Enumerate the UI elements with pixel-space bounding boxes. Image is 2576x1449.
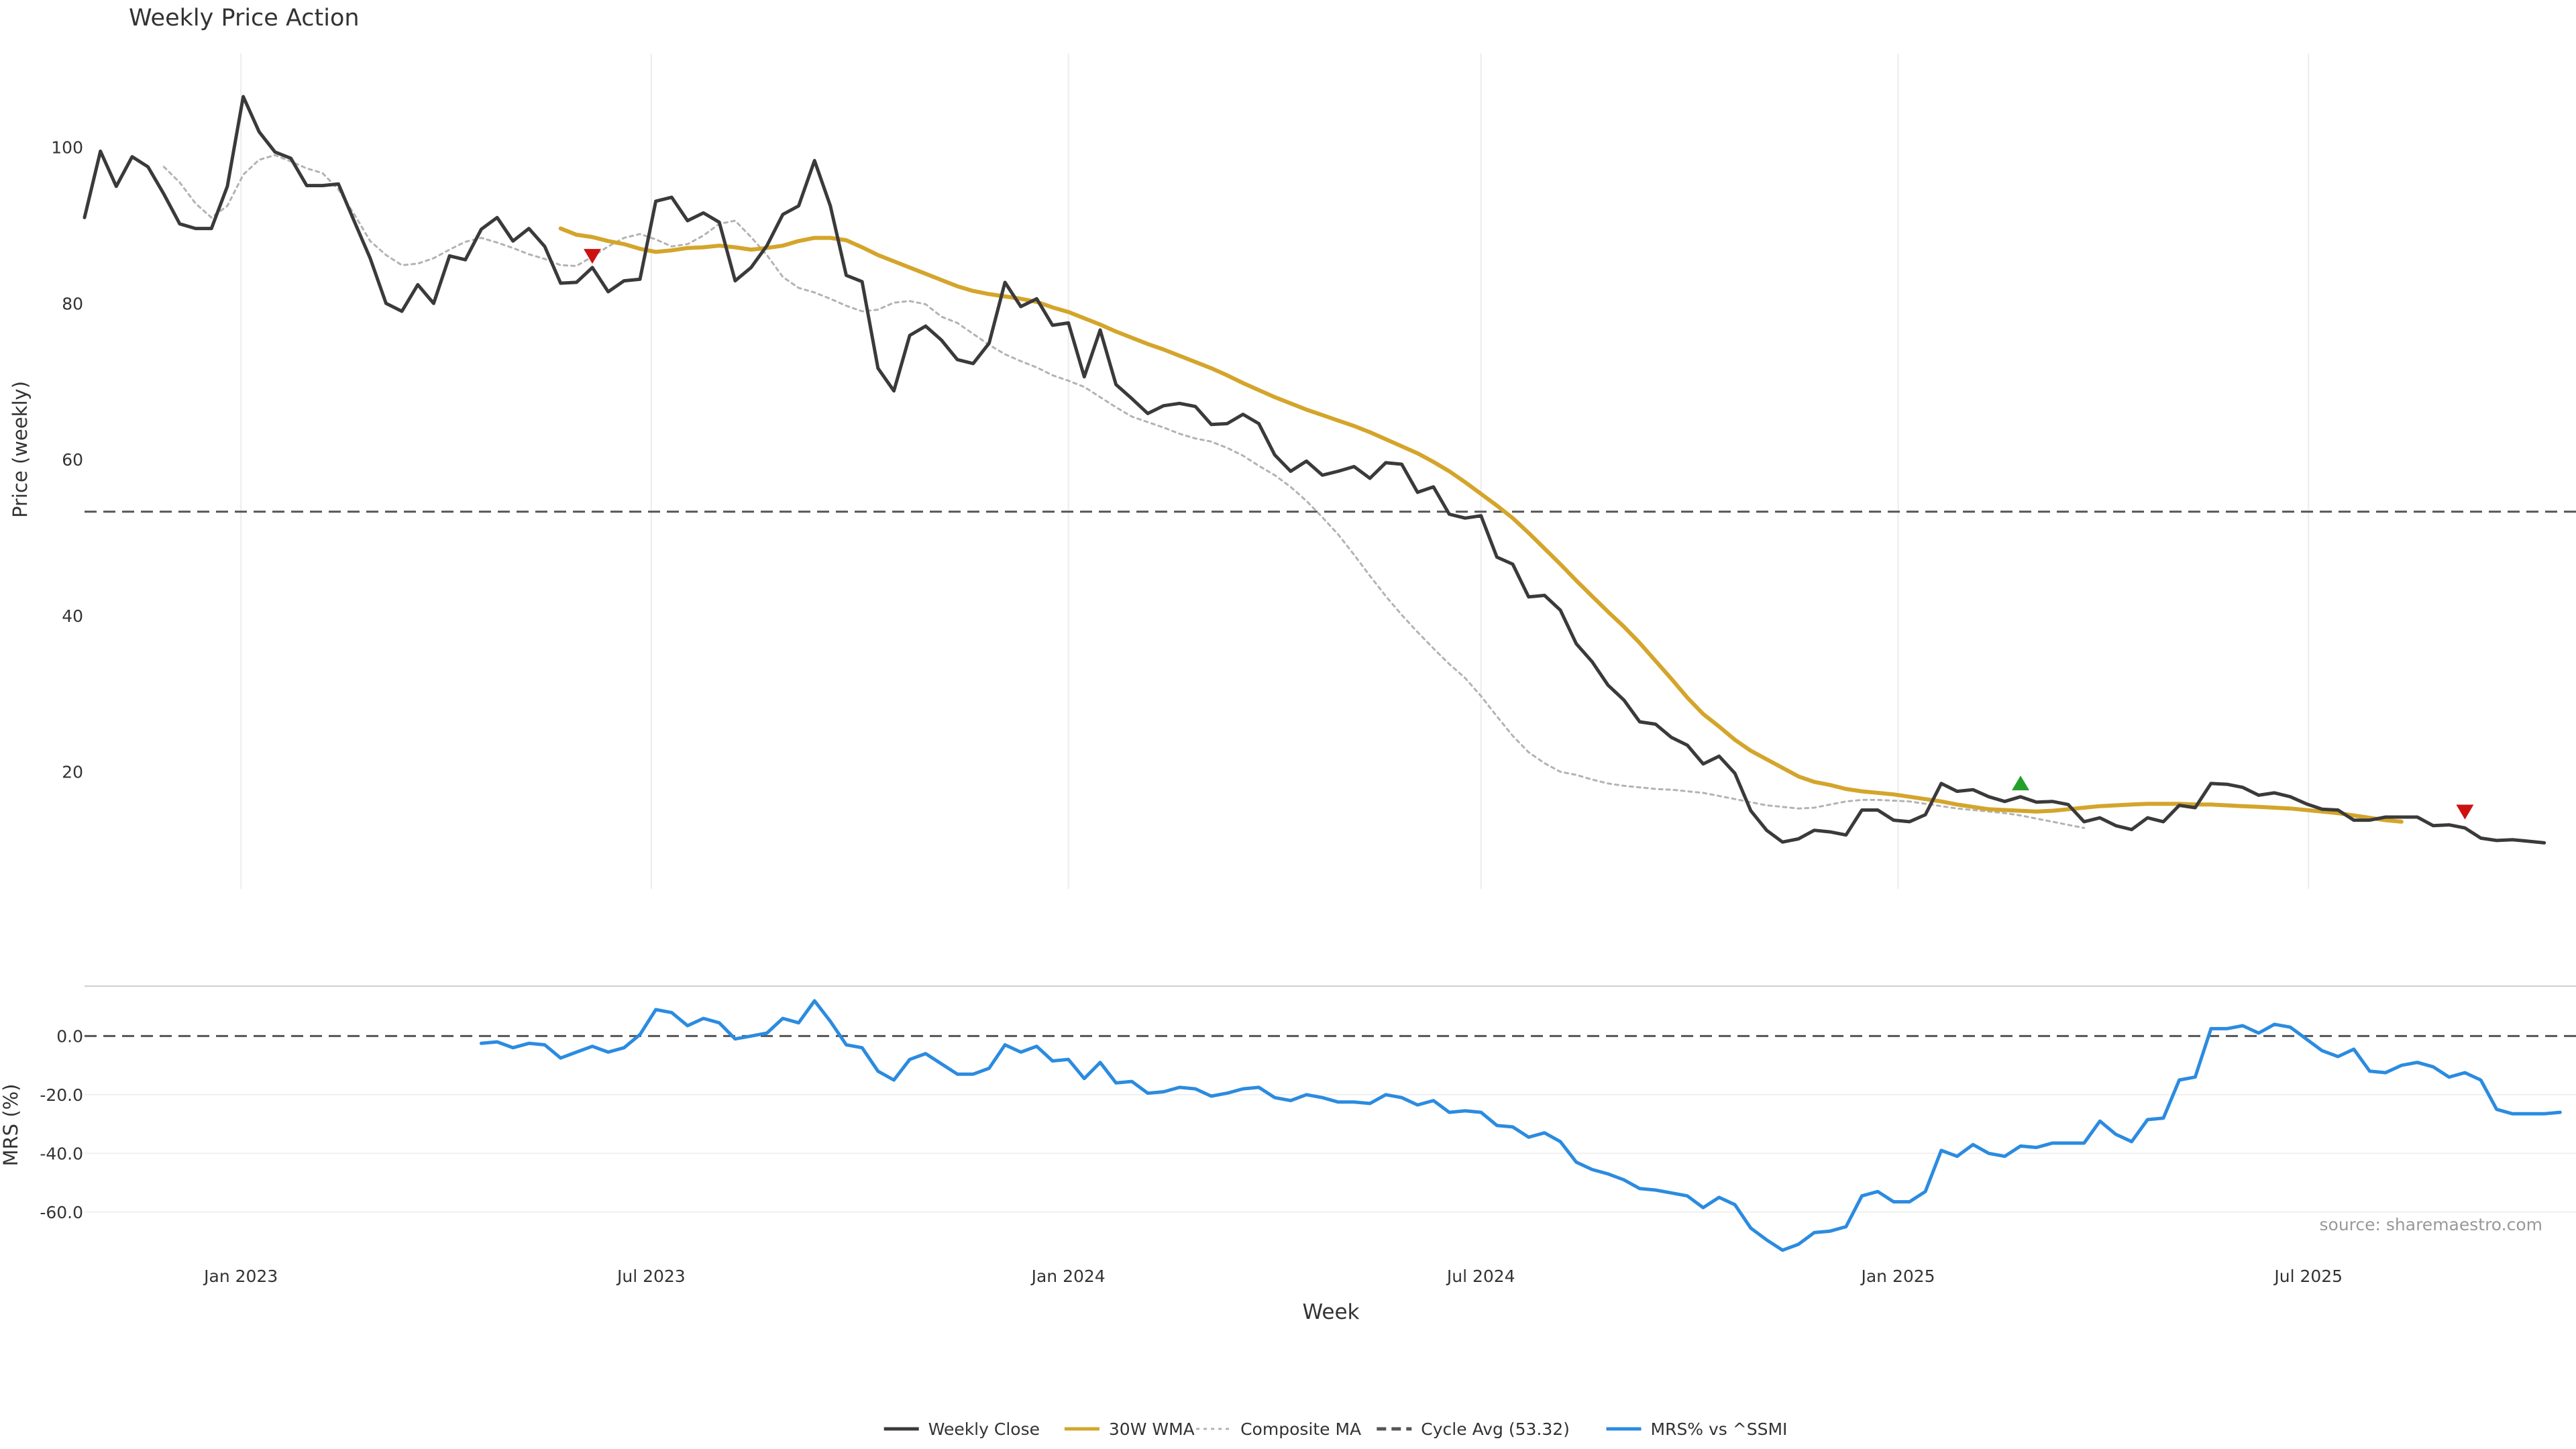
x-axis-label: Week xyxy=(1303,1300,1360,1324)
mrs-axis-label: MRS (%) xyxy=(0,1084,22,1167)
x-tick-label: Jan 2023 xyxy=(203,1267,278,1286)
legend-label: Weekly Close xyxy=(928,1419,1040,1439)
sell-signal-marker xyxy=(583,249,601,264)
x-tick-label: Jul 2025 xyxy=(2273,1267,2343,1286)
legend: Weekly Close 30W WMA Composite MA Cycle Avg… xyxy=(883,1419,1788,1439)
weekly-close-line xyxy=(83,95,2546,845)
composite-ma-line xyxy=(162,154,2086,829)
mrs-y-tick-label: 0.0 xyxy=(56,1026,83,1046)
wma-30w-line xyxy=(558,226,2404,824)
mrs-y-tick-label: -40.0 xyxy=(40,1144,83,1163)
x-tick-label: Jul 2023 xyxy=(616,1267,686,1286)
price-y-tick-label: 60 xyxy=(62,450,83,470)
buy-signal-marker xyxy=(2012,775,2030,791)
grid-lines xyxy=(85,54,2576,1213)
x-tick-label: Jan 2025 xyxy=(1860,1267,1935,1286)
chart-title: Weekly Price Action xyxy=(129,5,360,32)
price-axis-label: Price (weekly) xyxy=(9,381,32,518)
x-tick-label: Jul 2024 xyxy=(1446,1267,1515,1286)
price-y-tick-label: 40 xyxy=(62,606,83,626)
source-watermark: source: sharemaestro.com xyxy=(2320,1215,2543,1234)
mrs-y-tick-label: -20.0 xyxy=(40,1085,83,1105)
signal-markers xyxy=(583,249,2474,820)
legend-label: Composite MA xyxy=(1240,1419,1361,1439)
series-lines xyxy=(83,95,2562,1252)
legend-label: Cycle Avg (53.32) xyxy=(1421,1419,1570,1439)
tick-labels: Jan 2023 Jul 2023 Jan 2024 Jul 2024 Jan 2025… xyxy=(40,138,2343,1286)
reference-lines xyxy=(85,511,2576,1037)
price-y-tick-label: 80 xyxy=(62,294,83,313)
sell-signal-marker xyxy=(2456,804,2474,820)
price-y-tick-label: 20 xyxy=(62,762,83,782)
price-y-tick-label: 100 xyxy=(51,138,83,158)
legend-label: 30W WMA xyxy=(1109,1419,1195,1439)
legend-label: MRS% vs ^SSMI xyxy=(1651,1419,1788,1439)
mrs-line xyxy=(479,999,2562,1252)
x-tick-label: Jan 2024 xyxy=(1030,1267,1106,1286)
mrs-y-tick-label: -60.0 xyxy=(40,1203,83,1222)
